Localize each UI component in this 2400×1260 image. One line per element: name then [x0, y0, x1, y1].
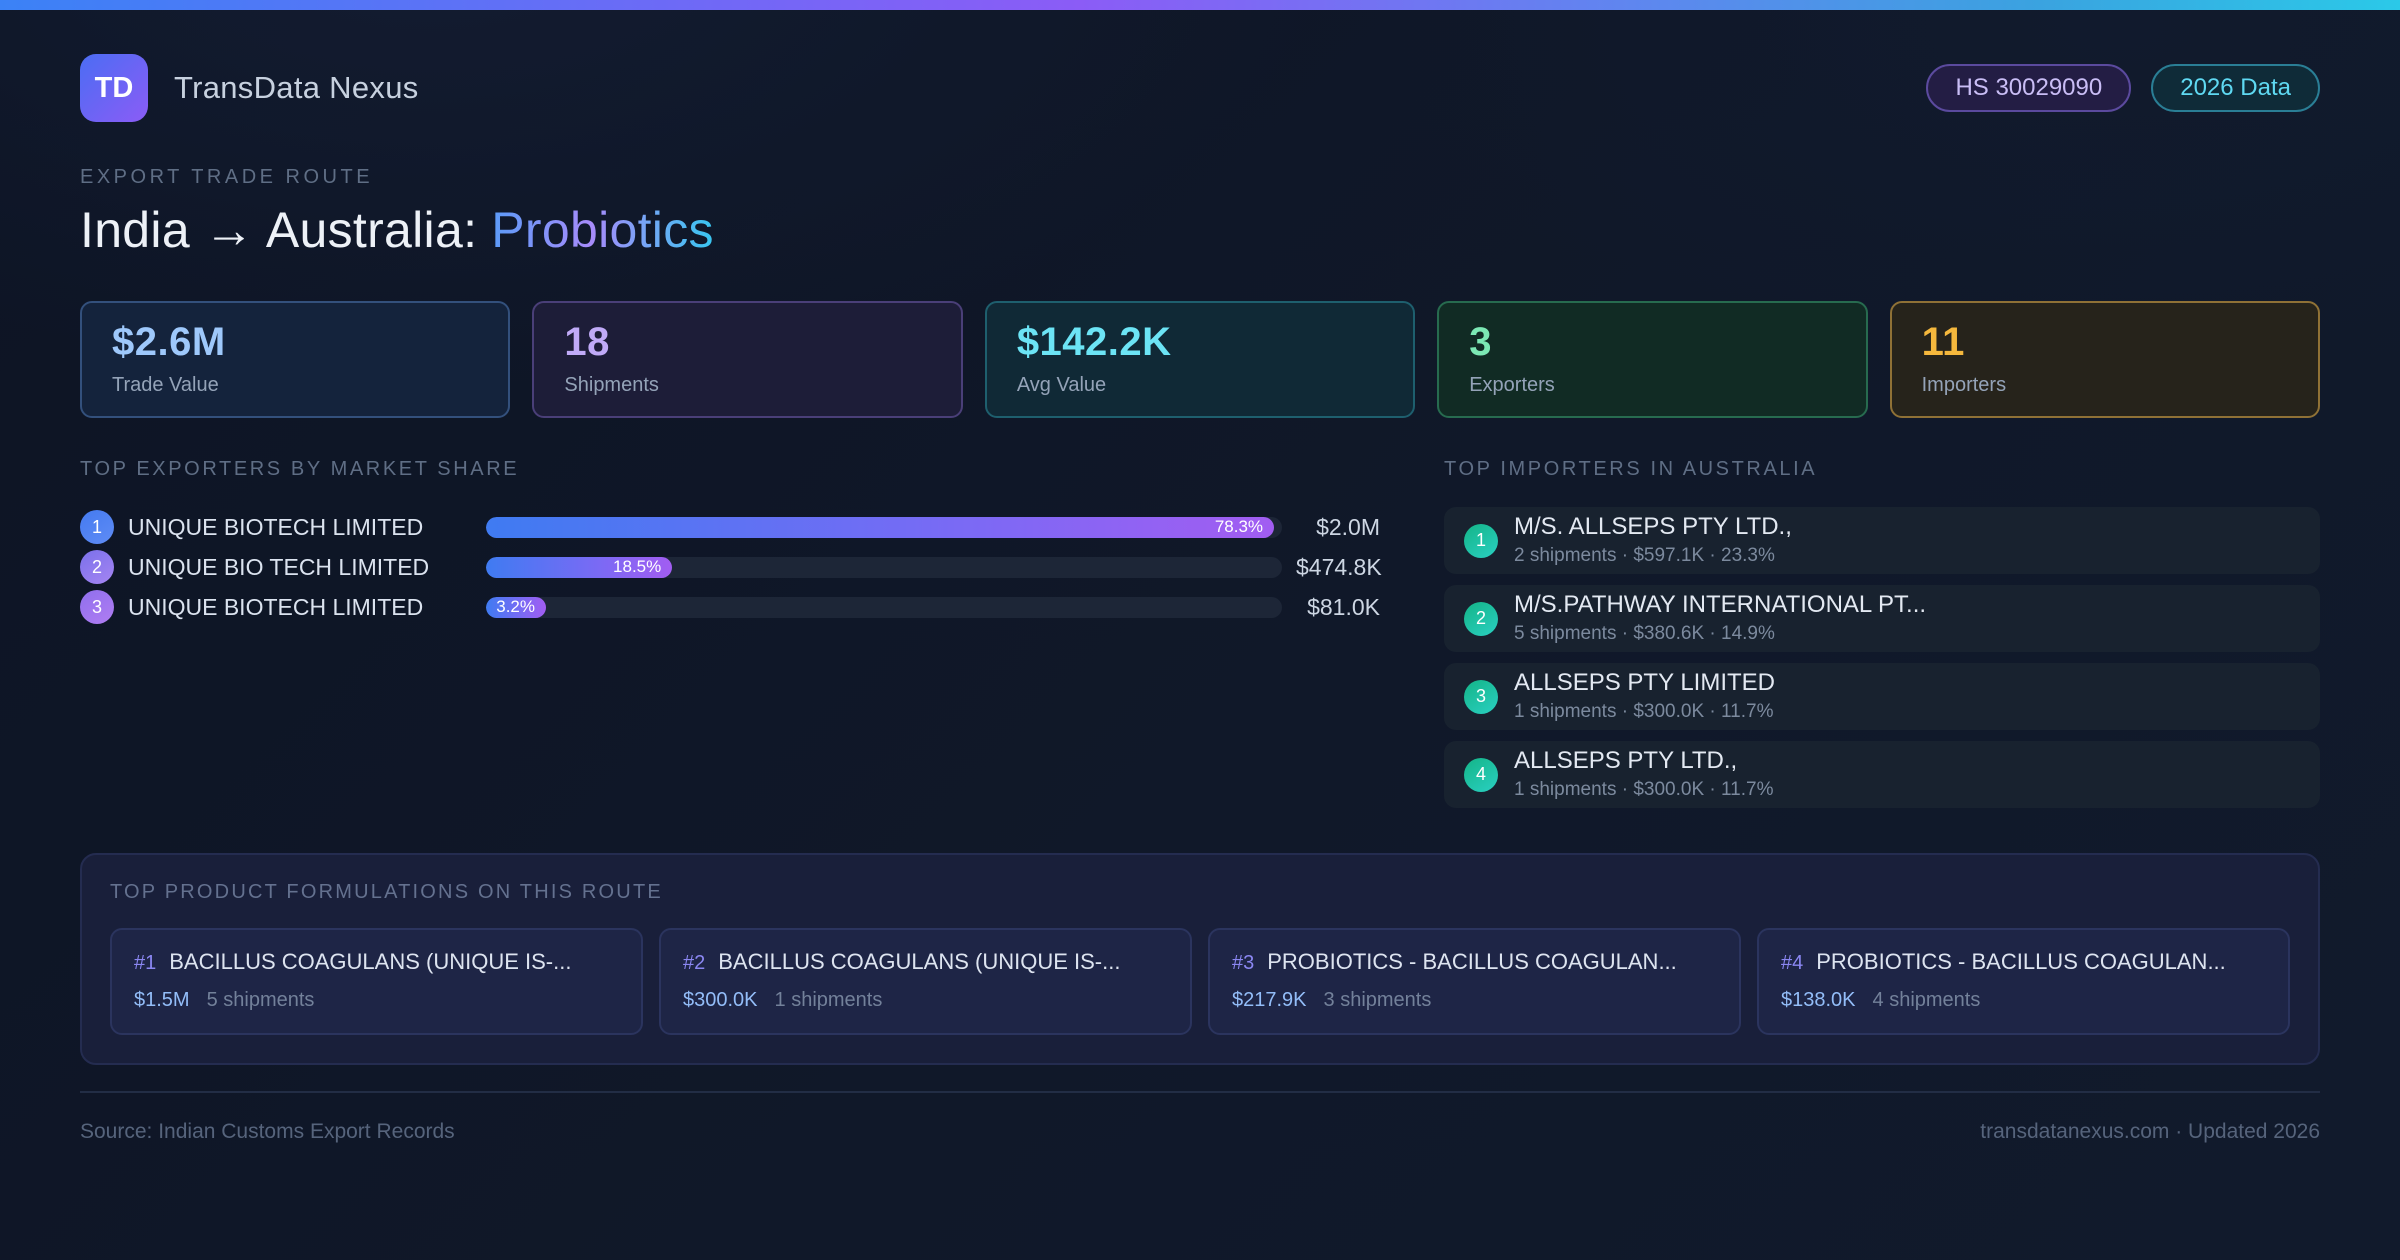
hs-code-badge[interactable]: HS 30029090	[1926, 63, 2132, 113]
app-header: TD TransData Nexus HS 30029090 2026 Data	[80, 54, 2320, 122]
market-share-bar-track: 3.2%	[486, 596, 1282, 618]
stat-card-importers: 11 Importers	[1889, 301, 2321, 418]
stat-card-avg-value: $142.2K Avg Value	[984, 301, 1416, 418]
formulation-name: BACILLUS COAGULANS (UNIQUE IS-...	[169, 949, 572, 974]
formulation-card: #1 BACILLUS COAGULANS (UNIQUE IS-... $1.…	[110, 928, 643, 1035]
stat-label: Trade Value	[112, 374, 219, 396]
accent-top-bar	[0, 0, 2400, 10]
formulation-name: PROBIOTICS - BACILLUS COAGULAN...	[1267, 949, 1677, 974]
importer-row: 3 ALLSEPS PTY LIMITED 1 shipments · $300…	[1444, 663, 2320, 730]
stat-value: $142.2K	[1016, 320, 1172, 364]
market-share-bar: 3.2%	[486, 596, 546, 618]
exporter-value: $2.0M	[1316, 513, 1380, 540]
stat-label: Shipments	[564, 374, 659, 396]
rank-badge: 3	[1464, 679, 1498, 714]
formulation-rank: #2	[683, 952, 706, 974]
exporter-row: 2 UNIQUE BIO TECH LIMITED 18.5% $474.8K	[80, 547, 1382, 587]
stat-label: Exporters	[1469, 374, 1555, 396]
stat-label: Avg Value	[1016, 374, 1107, 396]
market-share-bar-track: 78.3%	[486, 516, 1282, 538]
importer-row: 1 M/S. ALLSEPS PTY LTD., 2 shipments · $…	[1444, 507, 2320, 574]
formulation-rank: #4	[1781, 952, 1804, 974]
exporters-section: TOP EXPORTERS BY MARKET SHARE 1 UNIQUE B…	[80, 458, 1382, 627]
importer-row: 2 M/S.PATHWAY INTERNATIONAL PT... 5 ship…	[1444, 585, 2320, 652]
market-share-bar-track: 18.5%	[486, 556, 1282, 578]
exporter-row: 1 UNIQUE BIOTECH LIMITED 78.3% $2.0M	[80, 507, 1380, 547]
formulation-name: PROBIOTICS - BACILLUS COAGULAN...	[1816, 949, 2226, 974]
market-share-bar: 18.5%	[486, 556, 673, 578]
formulation-value: $1.5M	[134, 989, 190, 1011]
exporter-value: $474.8K	[1296, 553, 1382, 580]
site-note: transdatanexus.com · Updated 2026	[1980, 1120, 2320, 1143]
formulation-shipments: 3 shipments	[1323, 989, 1432, 1011]
formulation-value: $217.9K	[1232, 989, 1307, 1011]
exporters-section-title: TOP EXPORTERS BY MARKET SHARE	[80, 458, 520, 480]
formulation-shipments: 5 shipments	[206, 989, 315, 1011]
stats-row: $2.6M Trade Value 18 Shipments $142.2K A…	[80, 301, 2321, 418]
formulation-card: #4 PROBIOTICS - BACILLUS COAGULAN... $13…	[1757, 928, 2290, 1035]
stat-value: $2.6M	[112, 320, 226, 364]
rank-badge: 1	[1464, 523, 1498, 558]
app-logo[interactable]: TD	[80, 54, 148, 122]
exporter-name: UNIQUE BIOTECH LIMITED	[128, 593, 424, 620]
importer-meta: 2 shipments · $597.1K · 23.3%	[1514, 545, 1775, 567]
exporter-name: UNIQUE BIOTECH LIMITED	[128, 513, 424, 540]
page-footer: Source: Indian Customs Export Records tr…	[80, 1091, 2320, 1144]
formulation-card: #3 PROBIOTICS - BACILLUS COAGULAN... $21…	[1208, 928, 1741, 1035]
exporter-value: $81.0K	[1307, 593, 1380, 620]
formulations-title: TOP PRODUCT FORMULATIONS ON THIS ROUTE	[110, 881, 663, 903]
stat-card-trade-value: $2.6M Trade Value	[80, 301, 511, 418]
formulation-value: $300.0K	[683, 989, 758, 1011]
rank-badge: 2	[80, 550, 114, 584]
formulation-shipments: 1 shipments	[774, 989, 883, 1011]
stat-card-exporters: 3 Exporters	[1437, 301, 1868, 418]
formulation-card: #2 BACILLUS COAGULANS (UNIQUE IS-... $30…	[659, 928, 1192, 1035]
importer-name: M/S.PATHWAY INTERNATIONAL PT...	[1514, 591, 1927, 618]
app-name: TransData Nexus	[174, 70, 419, 105]
rank-badge: 3	[80, 590, 114, 624]
exporter-name: UNIQUE BIO TECH LIMITED	[128, 553, 430, 580]
page-title: India → Australia: Probiotics	[80, 201, 2320, 259]
stat-value: 3	[1469, 320, 1492, 364]
importer-name: ALLSEPS PTY LIMITED	[1514, 669, 1775, 696]
importer-name: M/S. ALLSEPS PTY LTD.,	[1514, 513, 1792, 540]
stat-value: 18	[564, 320, 610, 364]
importer-meta: 1 shipments · $300.0K · 11.7%	[1514, 701, 1774, 723]
importer-name: ALLSEPS PTY LTD.,	[1514, 747, 1738, 774]
source-note: Source: Indian Customs Export Records	[80, 1120, 455, 1143]
formulation-rank: #3	[1232, 952, 1255, 974]
formulation-rank: #1	[134, 952, 157, 974]
header-badges: HS 30029090 2026 Data	[1926, 63, 2320, 113]
exporter-row: 3 UNIQUE BIOTECH LIMITED 3.2% $81.0K	[80, 587, 1380, 627]
importer-meta: 5 shipments · $380.6K · 14.9%	[1514, 623, 1775, 645]
stat-card-shipments: 18 Shipments	[532, 301, 963, 418]
importer-meta: 1 shipments · $300.0K · 11.7%	[1514, 779, 1774, 801]
route-eyebrow: EXPORT TRADE ROUTE	[80, 166, 374, 188]
formulations-panel: TOP PRODUCT FORMULATIONS ON THIS ROUTE #…	[80, 853, 2320, 1065]
rank-badge: 4	[1464, 757, 1498, 792]
importers-section-title: TOP IMPORTERS IN AUSTRALIA	[1444, 458, 1818, 480]
rank-badge: 1	[80, 510, 114, 544]
formulation-value: $138.0K	[1781, 989, 1856, 1011]
page-title-product: Probiotics	[491, 202, 714, 258]
stat-label: Importers	[1921, 374, 2007, 396]
formulation-shipments: 4 shipments	[1872, 989, 1981, 1011]
formulation-name: BACILLUS COAGULANS (UNIQUE IS-...	[718, 949, 1121, 974]
importer-row: 4 ALLSEPS PTY LTD., 1 shipments · $300.0…	[1444, 741, 2320, 808]
rank-badge: 2	[1464, 601, 1498, 636]
stat-value: 11	[1921, 320, 1965, 364]
data-year-badge[interactable]: 2026 Data	[2151, 63, 2320, 113]
page-title-route: India → Australia:	[80, 202, 478, 258]
importers-section: TOP IMPORTERS IN AUSTRALIA 1 M/S. ALLSEP…	[1444, 458, 2320, 819]
market-share-bar: 78.3%	[486, 516, 1275, 538]
